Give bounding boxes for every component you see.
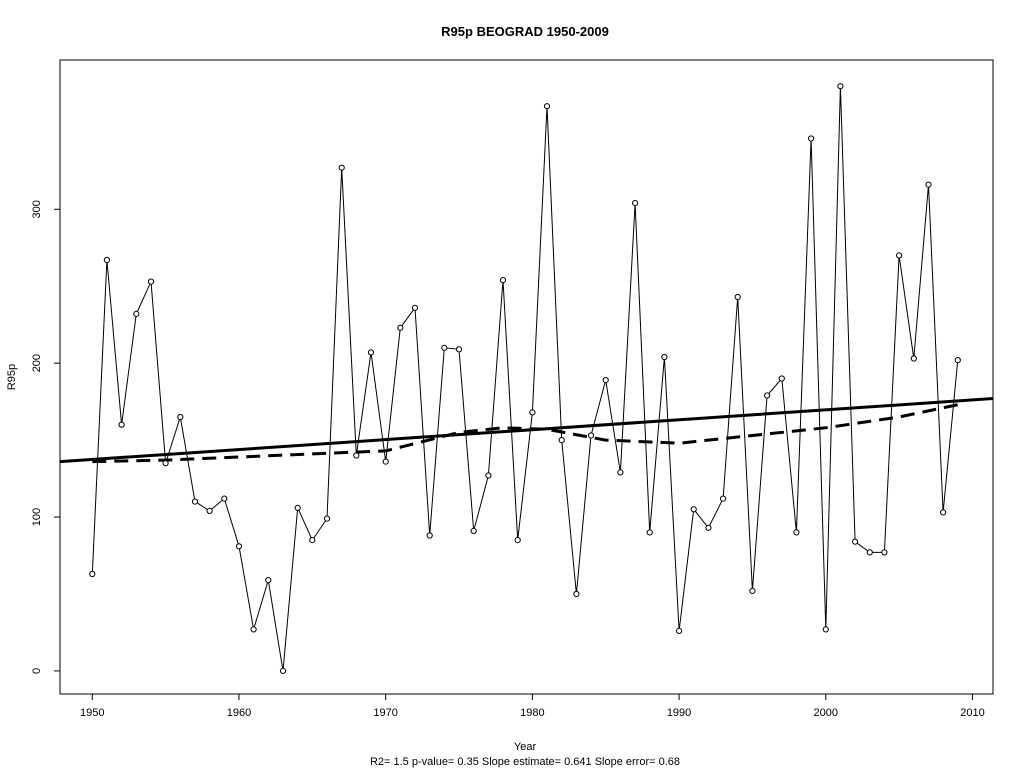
- data-point-2004: [881, 549, 888, 556]
- data-point-2001: [837, 83, 844, 90]
- data-point-1973: [426, 532, 433, 539]
- data-point-1957: [191, 498, 199, 505]
- data-point-1968: [353, 452, 360, 459]
- x-tick-label: 1980: [520, 707, 544, 719]
- observed-series-line: [91, 86, 959, 671]
- data-point-1969: [367, 349, 375, 356]
- smoothed-trend-line: [92, 403, 959, 464]
- data-point-1953: [133, 310, 140, 317]
- data-point-1972: [411, 304, 419, 311]
- x-tick-label: 2000: [814, 707, 838, 719]
- data-point-1991: [690, 506, 697, 513]
- data-point-1989: [661, 353, 668, 361]
- data-point-2006: [910, 355, 917, 362]
- data-point-1963: [279, 667, 287, 675]
- data-point-1975: [455, 346, 463, 353]
- data-point-1962: [265, 577, 272, 584]
- data-point-1955: [162, 460, 169, 467]
- x-tick-label: 2010: [960, 707, 984, 719]
- data-point-1984: [587, 432, 595, 439]
- data-point-1961: [250, 626, 257, 633]
- data-point-1976: [470, 527, 477, 535]
- y-axis: 0 100 200 300: [31, 200, 60, 674]
- data-point-1954: [147, 278, 155, 285]
- data-point-2005: [896, 252, 903, 259]
- data-point-2000: [822, 626, 829, 633]
- data-point-1952: [118, 421, 125, 428]
- data-point-1985: [602, 377, 609, 384]
- data-point-1956: [177, 413, 184, 421]
- x-tick-label: 1950: [80, 707, 104, 719]
- linear-trend-line: [60, 397, 993, 464]
- chart-subtitle: R2= 1.5 p-value= 0.35 Slope estimate= 0.…: [370, 756, 680, 768]
- data-point-1999: [808, 135, 815, 142]
- y-axis-label: R95p: [6, 364, 18, 390]
- y-tick-label: 100: [31, 508, 43, 526]
- data-point-1970: [382, 458, 389, 465]
- data-point-1998: [793, 529, 800, 536]
- data-point-1979: [514, 537, 521, 544]
- data-point-1974: [441, 344, 448, 351]
- x-tick-label: 1990: [667, 707, 691, 719]
- y-tick-label: 300: [31, 200, 43, 218]
- data-point-2008: [940, 509, 947, 516]
- y-tick-label: 200: [31, 354, 43, 372]
- data-point-1982: [558, 437, 565, 444]
- data-point-1966: [323, 515, 331, 522]
- data-point-1981: [543, 103, 551, 110]
- data-point-2002: [852, 538, 859, 545]
- data-point-2009: [954, 357, 961, 364]
- data-point-1997: [778, 375, 785, 382]
- data-point-1980: [529, 409, 536, 416]
- data-point-1958: [206, 507, 213, 514]
- data-point-1988: [646, 529, 653, 536]
- data-point-1964: [294, 504, 301, 511]
- data-point-1987: [632, 200, 639, 207]
- data-point-1993: [720, 495, 727, 502]
- data-point-1950: [89, 570, 96, 578]
- data-point-1965: [309, 537, 316, 544]
- x-tick-label: 1970: [373, 707, 397, 719]
- data-point-1996: [764, 392, 771, 399]
- x-axis: 1950 1960 1970 1980 1990 2000 2010: [80, 694, 985, 719]
- data-point-1994: [734, 293, 741, 301]
- data-point-1986: [617, 469, 624, 476]
- data-point-1990: [676, 627, 683, 635]
- plot-frame: [59, 59, 994, 695]
- data-point-1992: [705, 524, 712, 531]
- data-point-1978: [499, 277, 507, 284]
- x-axis-label: Year: [514, 741, 537, 753]
- data-point-1977: [485, 472, 492, 479]
- data-point-1971: [397, 324, 404, 331]
- chart-title: R95p BEOGRAD 1950-2009: [441, 24, 609, 39]
- y-tick-label: 0: [31, 668, 43, 674]
- data-point-1959: [221, 495, 228, 502]
- data-point-1983: [573, 590, 580, 598]
- x-tick-label: 1960: [227, 707, 251, 719]
- data-point-1951: [103, 256, 111, 264]
- series-layer: [60, 83, 993, 675]
- data-point-1960: [235, 543, 243, 550]
- data-point-1995: [749, 587, 756, 595]
- data-point-2007: [925, 181, 932, 188]
- data-point-1967: [338, 164, 345, 171]
- data-point-2003: [866, 549, 873, 556]
